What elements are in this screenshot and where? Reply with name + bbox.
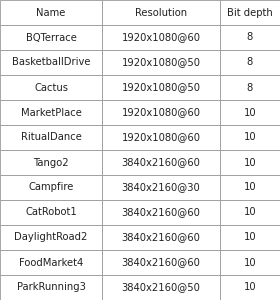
Bar — [0, 175, 102, 200]
Bar — [102, 75, 220, 100]
Text: 3840x2160@30: 3840x2160@30 — [122, 182, 200, 193]
Text: CatRobot1: CatRobot1 — [25, 208, 77, 218]
Bar — [220, 75, 280, 100]
Text: 10: 10 — [244, 208, 256, 218]
Bar — [102, 175, 220, 200]
Text: 3840x2160@60: 3840x2160@60 — [122, 232, 200, 242]
Bar — [0, 150, 102, 175]
Text: 10: 10 — [244, 283, 256, 292]
Bar — [220, 200, 280, 225]
Bar — [102, 0, 220, 25]
Text: 8: 8 — [247, 58, 253, 68]
Text: RitualDance: RitualDance — [21, 133, 81, 142]
Text: BQTerrace: BQTerrace — [26, 32, 76, 43]
Text: 1920x1080@50: 1920x1080@50 — [122, 58, 200, 68]
Text: Name: Name — [36, 8, 66, 17]
Text: 3840x2160@50: 3840x2160@50 — [122, 283, 200, 292]
Bar — [220, 225, 280, 250]
Bar — [0, 50, 102, 75]
Bar — [102, 200, 220, 225]
Bar — [0, 275, 102, 300]
Text: 10: 10 — [244, 257, 256, 268]
Bar — [220, 50, 280, 75]
Text: 3840x2160@60: 3840x2160@60 — [122, 158, 200, 167]
Text: FoodMarket4: FoodMarket4 — [19, 257, 83, 268]
Bar — [220, 25, 280, 50]
Bar — [220, 250, 280, 275]
Text: 3840x2160@60: 3840x2160@60 — [122, 257, 200, 268]
Text: Campfire: Campfire — [28, 182, 74, 193]
Text: 10: 10 — [244, 232, 256, 242]
Text: DaylightRoad2: DaylightRoad2 — [14, 232, 88, 242]
Bar — [0, 25, 102, 50]
Bar — [220, 0, 280, 25]
Text: 8: 8 — [247, 82, 253, 92]
Bar — [102, 50, 220, 75]
Bar — [102, 275, 220, 300]
Text: 10: 10 — [244, 133, 256, 142]
Text: 3840x2160@60: 3840x2160@60 — [122, 208, 200, 218]
Text: 1920x1080@60: 1920x1080@60 — [122, 133, 200, 142]
Bar — [102, 125, 220, 150]
Bar — [220, 275, 280, 300]
Bar — [0, 100, 102, 125]
Text: 10: 10 — [244, 182, 256, 193]
Text: 10: 10 — [244, 107, 256, 118]
Text: BasketballDrive: BasketballDrive — [12, 58, 90, 68]
Bar — [220, 150, 280, 175]
Bar — [0, 250, 102, 275]
Text: 1920x1080@60: 1920x1080@60 — [122, 32, 200, 43]
Bar — [102, 250, 220, 275]
Bar — [102, 150, 220, 175]
Bar — [220, 175, 280, 200]
Text: MarketPlace: MarketPlace — [21, 107, 81, 118]
Bar — [0, 75, 102, 100]
Text: Tango2: Tango2 — [33, 158, 69, 167]
Bar — [220, 100, 280, 125]
Bar — [102, 100, 220, 125]
Bar — [220, 125, 280, 150]
Text: Cactus: Cactus — [34, 82, 68, 92]
Bar — [0, 125, 102, 150]
Text: 10: 10 — [244, 158, 256, 167]
Text: Resolution: Resolution — [135, 8, 187, 17]
Text: 8: 8 — [247, 32, 253, 43]
Text: 1920x1080@60: 1920x1080@60 — [122, 107, 200, 118]
Bar — [0, 200, 102, 225]
Text: Bit depth: Bit depth — [227, 8, 273, 17]
Bar — [0, 225, 102, 250]
Bar — [0, 0, 102, 25]
Bar — [102, 25, 220, 50]
Text: 1920x1080@50: 1920x1080@50 — [122, 82, 200, 92]
Text: ParkRunning3: ParkRunning3 — [17, 283, 85, 292]
Bar — [102, 225, 220, 250]
